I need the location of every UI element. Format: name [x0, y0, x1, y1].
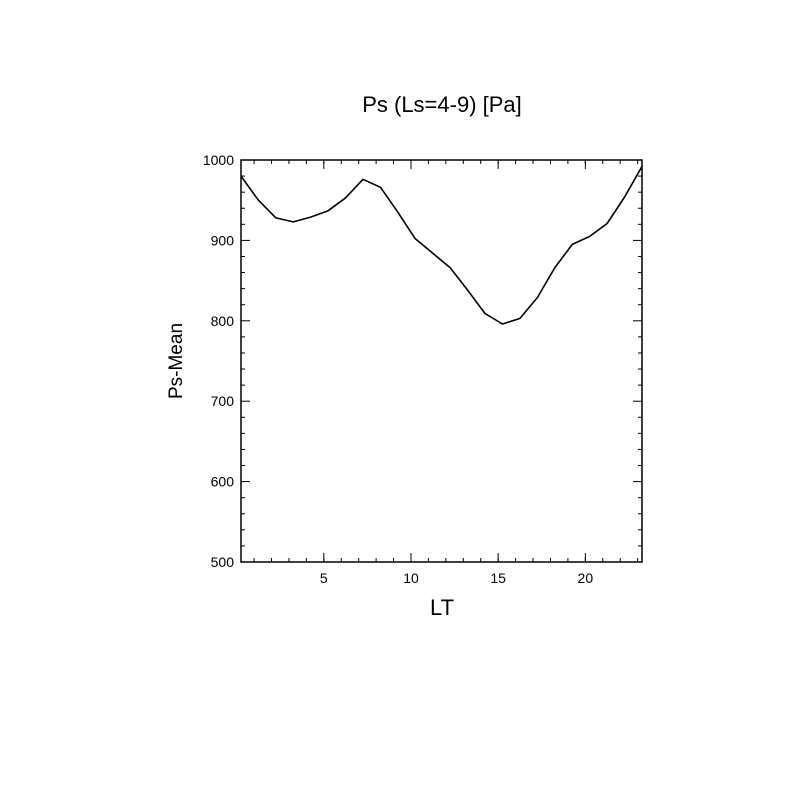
- y-tick-label: 600: [211, 474, 235, 490]
- x-tick-label: 15: [490, 570, 506, 586]
- y-tick-label: 900: [211, 232, 235, 248]
- plot-frame: [240, 159, 643, 563]
- x-tick-label: 10: [403, 570, 419, 586]
- y-tick-label: 700: [211, 393, 235, 409]
- y-tick-label: 800: [211, 313, 235, 329]
- chart-title: Ps (Ls=4-9) [Pa]: [362, 92, 522, 117]
- y-axis-label: Ps-Mean: [166, 323, 187, 399]
- x-tick-label: 20: [578, 570, 594, 586]
- x-axis-label: LT: [430, 595, 454, 620]
- series-line: [240, 166, 643, 325]
- y-tick-label: 1000: [203, 152, 234, 168]
- tick-labels: 5 10 15 20 500 600 700 800 900 1000: [203, 152, 593, 586]
- x-tick-label: 5: [320, 570, 328, 586]
- series-layer: [240, 166, 643, 325]
- y-tick-label: 500: [211, 554, 235, 570]
